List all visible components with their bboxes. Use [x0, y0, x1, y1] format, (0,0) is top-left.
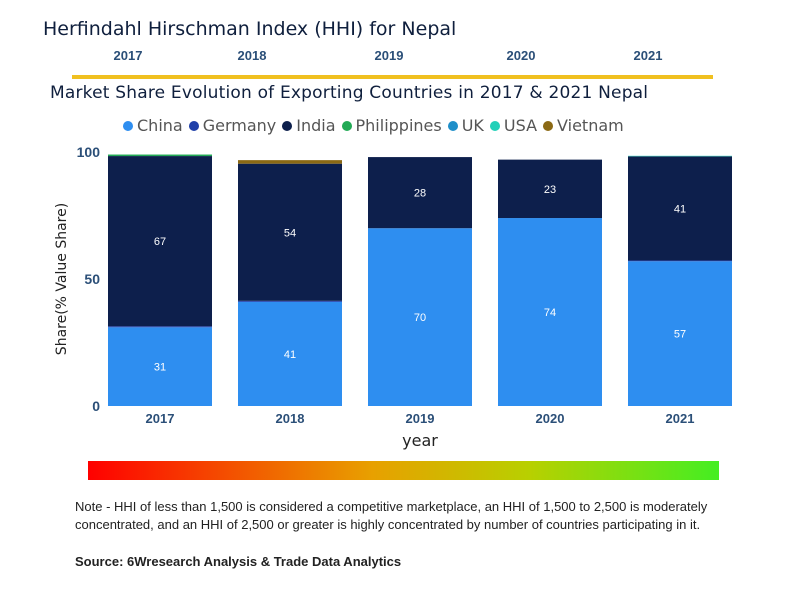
bar-segment-china-2017 — [108, 327, 212, 406]
bar-segment-china-2020 — [498, 218, 602, 406]
legend-marker-usa — [489, 120, 500, 131]
bar-segment-germany-2018 — [238, 300, 342, 302]
hhi-year-2021: 2021 — [633, 48, 663, 63]
bar-segment-vietnam-2018 — [238, 160, 342, 164]
bar-segment-india-2021 — [628, 156, 732, 261]
legend-marker-uk — [447, 120, 458, 131]
data-label: 54 — [284, 227, 296, 239]
hhi-year-header: 2017 2018 2019 2020 2021 — [0, 48, 800, 68]
page-title: Herfindahl Hirschman Index (HHI) for Nep… — [43, 18, 457, 40]
data-label: 74 — [544, 307, 556, 319]
chart-legend: China Germany India Philippines UK USA V… — [123, 116, 630, 135]
x-tick-label: 2017 — [146, 411, 175, 426]
x-tick-label: 2018 — [276, 411, 305, 426]
y-axis-label: Share(% Value Share) — [54, 203, 70, 355]
bar-segment-philippines-2017 — [108, 154, 212, 157]
data-label: 31 — [154, 362, 166, 374]
legend-label-uk: UK — [461, 116, 484, 135]
source-text: Source: 6Wresearch Analysis & Trade Data… — [75, 554, 402, 569]
data-label: 67 — [154, 236, 166, 248]
stacked-bar-chart: 0 50 100 Share(% Value Share) 31 67 2017 41 54 20… — [54, 144, 732, 450]
legend-marker-vietnam — [543, 120, 554, 131]
x-tick-label: 2019 — [406, 411, 435, 426]
legend-item-vietnam: Vietnam — [543, 116, 624, 135]
legend-marker-india — [282, 120, 293, 131]
data-label: 41 — [674, 203, 686, 215]
note-text: Note - HHI of less than 1,500 is conside… — [75, 499, 708, 532]
data-label: 41 — [284, 349, 296, 361]
legend-item-uk: UK — [447, 116, 484, 135]
hhi-gradient-scale — [88, 461, 719, 480]
hhi-year-2020: 2020 — [506, 48, 536, 63]
data-label: 70 — [414, 312, 426, 324]
x-tick-label: 2020 — [536, 411, 565, 426]
legend-label-china: China — [137, 116, 183, 135]
bar-segment-india-2020 — [498, 159, 602, 219]
y-tick-label: 0 — [92, 398, 100, 414]
data-label: 23 — [544, 184, 556, 196]
legend-marker-china — [123, 120, 133, 131]
legend-item-philippines: Philippines — [341, 116, 442, 135]
y-tick-label: 100 — [77, 144, 101, 160]
bar-segment-china-2018 — [238, 301, 342, 406]
x-tick-label: 2021 — [666, 411, 695, 426]
legend-item-usa: USA — [489, 116, 538, 135]
data-label: 28 — [414, 188, 426, 200]
bar-segment-india-2019 — [368, 157, 472, 229]
y-tick-label: 50 — [84, 271, 100, 287]
legend-item-germany: Germany — [188, 116, 277, 135]
legend-item-china: China — [123, 116, 183, 135]
bar-segment-india-2017 — [108, 156, 212, 327]
x-axis-label: year — [402, 431, 438, 450]
hhi-year-2017: 2017 — [113, 48, 143, 63]
legend-marker-philippines — [341, 120, 352, 131]
bar-segment-germany-2021 — [628, 260, 732, 262]
hhi-year-2018: 2018 — [237, 48, 267, 63]
legend-marker-germany — [188, 120, 199, 131]
bar-segment-germany-2017 — [108, 326, 212, 328]
legend-label-germany: Germany — [202, 116, 277, 135]
bar-segment-china-2021 — [628, 261, 732, 406]
bar-segment-usa-2021 — [628, 155, 732, 157]
legend-label-vietnam: Vietnam — [557, 116, 624, 135]
chart-title: Market Share Evolution of Exporting Coun… — [50, 83, 649, 103]
legend-item-india: India — [282, 116, 336, 135]
hhi-year-2019: 2019 — [374, 48, 404, 63]
legend-label-india: India — [296, 116, 336, 135]
legend-label-philippines: Philippines — [355, 116, 442, 135]
divider-line — [72, 75, 713, 79]
legend-label-usa: USA — [503, 116, 538, 135]
data-label: 57 — [674, 329, 686, 341]
bar-segment-india-2018 — [238, 163, 342, 301]
bar-segment-china-2019 — [368, 228, 472, 406]
